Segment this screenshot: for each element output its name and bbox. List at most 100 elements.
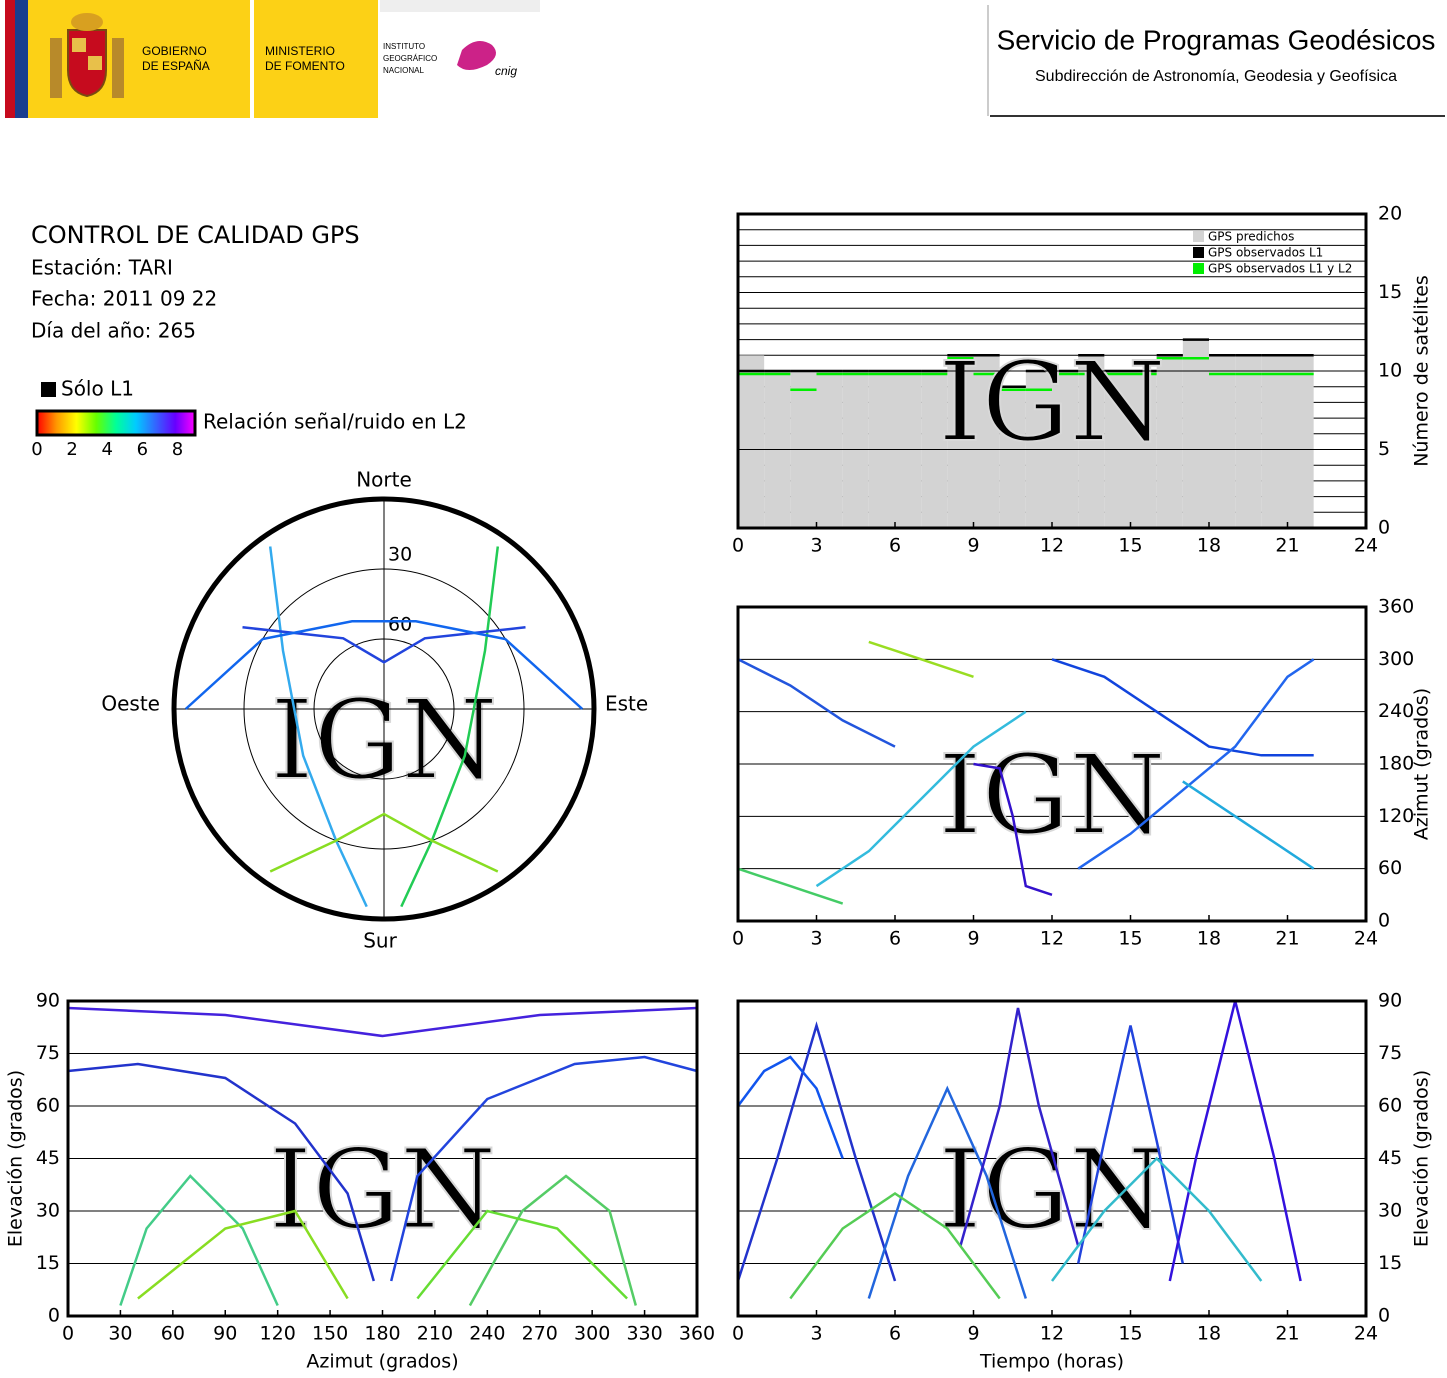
- y-tick-label: 360: [1378, 596, 1414, 618]
- watermark: IGN: [269, 1125, 497, 1253]
- y-tick-label: 15: [1378, 1252, 1402, 1274]
- legend-swatch: [1193, 231, 1204, 242]
- sky-track: [269, 812, 499, 873]
- x-tick-label: 0: [732, 535, 744, 557]
- track: [959, 1007, 1080, 1247]
- track: [1182, 780, 1315, 870]
- sky-track: [268, 546, 368, 908]
- x-tick-label: 330: [626, 1323, 662, 1345]
- x-tick-label: 0: [62, 1323, 74, 1345]
- ring-label: 60: [388, 614, 412, 636]
- header-subtitle: Subdirección de Astronomía, Geodesia y G…: [1035, 68, 1397, 85]
- x-tick-label: 3: [810, 1323, 822, 1345]
- y-tick-label: 0: [1378, 1305, 1390, 1327]
- sky-track: [184, 620, 584, 710]
- x-tick-label: 9: [967, 535, 979, 557]
- info-line: Estación: TARI: [31, 256, 173, 280]
- track: [137, 1209, 349, 1300]
- track: [1076, 1025, 1185, 1264]
- x-tick-label: 18: [1197, 928, 1221, 950]
- plot-frame: [736, 999, 1368, 1318]
- x-tick-label: 300: [574, 1323, 610, 1345]
- y-tick-label: 45: [36, 1147, 60, 1169]
- logo-text: DE ESPAÑA: [142, 59, 210, 73]
- bar: [1261, 355, 1288, 528]
- track: [1050, 1156, 1263, 1282]
- ring-label: 30: [388, 544, 412, 566]
- track: [789, 1191, 1001, 1300]
- x-tick-label: 21: [1275, 535, 1299, 557]
- direction-label: Oeste: [101, 692, 160, 716]
- logo-strip: [380, 0, 540, 12]
- legend-label: GPS observados L1: [1208, 246, 1323, 260]
- x-tick-label: 0: [732, 928, 744, 950]
- x-tick-label: 3: [810, 928, 822, 950]
- y-tick-label: 15: [36, 1252, 60, 1274]
- track: [815, 710, 1027, 888]
- y-tick-label: 120: [1378, 805, 1414, 827]
- info-line: Fecha: 2011 09 22: [31, 287, 217, 311]
- coat-of-arms: [50, 13, 124, 98]
- plot-frame: [66, 999, 699, 1318]
- sky-track: [242, 626, 526, 664]
- legend-swatch: [1193, 263, 1204, 274]
- x-tick-label: 15: [1118, 1323, 1142, 1345]
- logo-text: DE FOMENTO: [265, 59, 345, 73]
- track: [737, 658, 896, 748]
- colorbar-tick-label: 0: [31, 439, 42, 460]
- logo-text: NACIONAL: [383, 66, 424, 75]
- plot-frame: [736, 605, 1368, 923]
- info-title: CONTROL DE CALIDAD GPS: [31, 221, 360, 249]
- direction-label: Sur: [363, 929, 397, 953]
- y-tick-label: 30: [1378, 1200, 1402, 1222]
- header: GOBIERNO DE ESPAÑA MINISTERIO DE FOMENTO…: [5, 0, 1445, 118]
- bar: [1156, 355, 1183, 528]
- legend-swatch: [1193, 247, 1204, 258]
- x-tick-label: 6: [889, 1323, 901, 1345]
- y-axis-label: Elevación (grados): [1411, 1070, 1433, 1247]
- x-tick-label: 0: [732, 1323, 744, 1345]
- legend-label: GPS predichos: [1208, 230, 1294, 244]
- x-tick-label: 180: [364, 1323, 400, 1345]
- x-tick-label: 12: [1040, 535, 1064, 557]
- x-tick-label: 60: [161, 1323, 185, 1345]
- y-tick-label: 10: [1378, 360, 1402, 382]
- logo-text: cnig: [495, 64, 517, 78]
- bar: [738, 355, 765, 528]
- track: [1051, 658, 1314, 757]
- x-tick-label: 21: [1275, 928, 1299, 950]
- colorbar-label: Relación señal/ruido en L2: [203, 410, 467, 434]
- y-axis-label: Elevación (grados): [5, 1070, 27, 1247]
- bar: [1182, 339, 1209, 528]
- legend-swatch: [41, 382, 56, 397]
- legend: Sólo L1 Relación señal/ruido en L2: [35, 377, 467, 437]
- flag-stripe: [15, 0, 28, 118]
- colorbar: [35, 409, 197, 437]
- x-tick-label: 12: [1040, 1323, 1064, 1345]
- logo-text: INSTITUTO: [383, 42, 425, 51]
- track: [736, 1055, 844, 1159]
- x-tick-label: 18: [1197, 535, 1221, 557]
- y-tick-label: 20: [1378, 203, 1402, 225]
- x-tick-label: 9: [967, 928, 979, 950]
- y-tick-label: 5: [1378, 438, 1390, 460]
- x-axis-label: Azimut (grados): [306, 1351, 458, 1373]
- x-tick-label: 240: [469, 1323, 505, 1345]
- track: [736, 1021, 897, 1282]
- y-tick-label: 60: [1378, 1095, 1402, 1117]
- y-axis-label: Número de satélites: [1411, 275, 1433, 467]
- bar: [1235, 355, 1262, 528]
- x-tick-label: 6: [889, 928, 901, 950]
- flag-stripe: [5, 0, 15, 118]
- colorbar-tick-label: 4: [101, 439, 112, 460]
- y-tick-label: 90: [36, 990, 60, 1012]
- x-tick-label: 24: [1354, 535, 1378, 557]
- y-tick-label: 0: [1378, 910, 1390, 932]
- y-tick-label: 30: [36, 1200, 60, 1222]
- logo-text: GOBIERNO: [142, 44, 207, 58]
- x-tick-label: 360: [679, 1323, 715, 1345]
- x-tick-label: 24: [1354, 1323, 1378, 1345]
- plot-frame: [736, 212, 1368, 530]
- y-tick-label: 75: [1378, 1042, 1402, 1064]
